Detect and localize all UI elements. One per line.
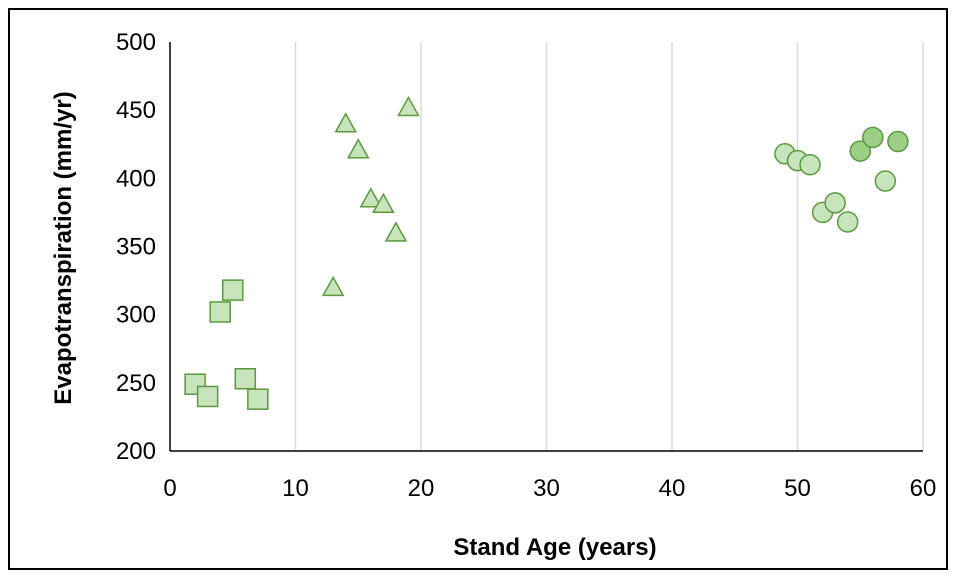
triangle-point xyxy=(372,192,395,213)
y-axis-title: Evapotranspiration (mm/yr) xyxy=(50,91,77,404)
triangle-point xyxy=(397,95,420,117)
y-tick-label: 300 xyxy=(116,302,156,329)
y-tick-label: 350 xyxy=(116,234,156,261)
tick-labels: 0 10 20 30 40 50 60 200 250 300 350 400 450 500 xyxy=(116,29,936,502)
axes xyxy=(169,42,923,452)
y-tick-label: 200 xyxy=(116,438,156,465)
triangle-point xyxy=(334,112,357,133)
circle-point xyxy=(887,130,909,153)
triangle-point xyxy=(384,221,408,242)
triangle-point xyxy=(346,138,370,159)
x-tick-label: 0 xyxy=(163,475,176,502)
circle-point xyxy=(824,192,846,214)
y-tick-label: 500 xyxy=(116,29,156,56)
circle-point xyxy=(799,153,821,176)
square-point xyxy=(222,279,244,301)
square-point xyxy=(209,301,231,323)
y-tick-label: 400 xyxy=(116,165,156,192)
y-tick-label: 450 xyxy=(116,97,156,124)
x-tick-label: 40 xyxy=(659,475,686,502)
circle-point xyxy=(849,140,871,162)
grid-lines xyxy=(294,42,924,451)
x-tick-label: 50 xyxy=(784,475,811,502)
square-point xyxy=(234,367,257,390)
data-points xyxy=(184,95,909,410)
circle-point xyxy=(836,211,859,233)
square-point xyxy=(247,388,269,410)
chart-frame xyxy=(8,8,948,570)
x-tick-label: 30 xyxy=(533,475,560,502)
circle-point xyxy=(862,126,884,149)
y-tick-label: 250 xyxy=(116,370,156,397)
x-axis-title: Stand Age (years) xyxy=(453,534,656,561)
x-tick-label: 60 xyxy=(910,475,937,502)
x-tick-label: 20 xyxy=(408,475,435,502)
circle-point xyxy=(874,170,897,192)
triangle-point xyxy=(321,275,345,297)
square-point xyxy=(196,385,219,408)
triangle-point xyxy=(359,187,383,208)
x-tick-label: 10 xyxy=(282,475,309,502)
